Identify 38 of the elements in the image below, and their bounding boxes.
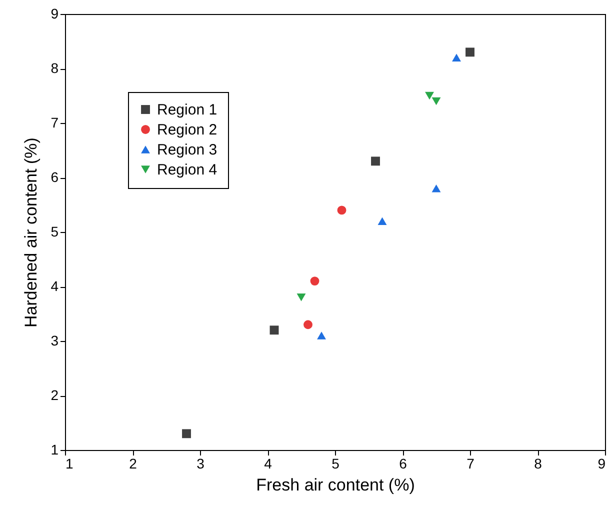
- point: [466, 48, 474, 57]
- legend-label: Region 4: [157, 162, 218, 178]
- x-tick-label: 4: [264, 456, 272, 472]
- point: [337, 206, 346, 215]
- y-tick-label: 9: [50, 6, 59, 22]
- point: [317, 332, 326, 340]
- x-tick-label: 7: [466, 456, 475, 472]
- x-tick-label: 6: [399, 456, 408, 472]
- y-axis-title: Hardened air content (%): [22, 138, 41, 328]
- x-axis-title: Fresh air content (%): [256, 476, 415, 494]
- y-tick-label: 7: [50, 114, 59, 130]
- point: [432, 184, 441, 192]
- y-tick-label: 3: [50, 332, 59, 348]
- x-tick-label: 1: [66, 456, 74, 472]
- point: [432, 97, 441, 106]
- legend-label: Region 3: [157, 142, 218, 158]
- x-tick-label: 2: [129, 456, 138, 472]
- point: [371, 156, 380, 166]
- x-tick-label: 5: [332, 456, 340, 472]
- x-tick-label: 8: [534, 456, 542, 472]
- y-tick-label: 2: [50, 387, 59, 403]
- legend-label: Region 1: [157, 102, 218, 118]
- legend-label: Region 2: [157, 122, 218, 138]
- y-tick-label: 6: [50, 169, 59, 185]
- y-tick-label: 8: [50, 60, 59, 76]
- point: [425, 92, 434, 100]
- point: [296, 294, 306, 302]
- y-tick-label: 5: [50, 224, 59, 240]
- y-tick-label: 4: [50, 278, 59, 294]
- point: [310, 276, 320, 286]
- point: [270, 326, 279, 335]
- point: [182, 429, 191, 438]
- x-tick-label: 3: [196, 456, 205, 472]
- y-tick-label: 1: [50, 442, 59, 458]
- point: [452, 54, 461, 62]
- point: [304, 320, 312, 330]
- point: [378, 217, 387, 225]
- x-tick-label: 9: [598, 456, 606, 472]
